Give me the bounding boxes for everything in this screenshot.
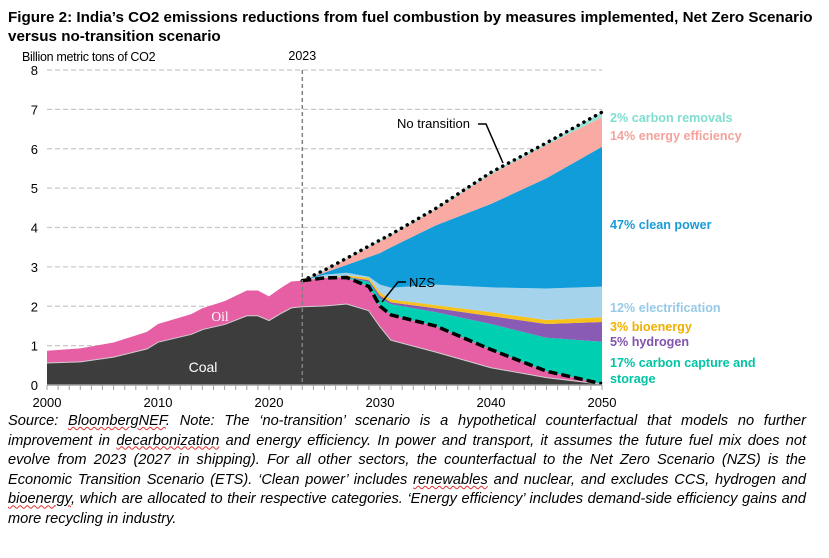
source-link[interactable]: BloombergNEF: [68, 413, 166, 429]
y-tick-label: 4: [31, 221, 38, 236]
y-tick-label: 6: [31, 142, 38, 157]
y-tick-label: 5: [31, 181, 38, 196]
source-note: Source: BloombergNEF. Note: The ‘no-tran…: [8, 412, 806, 530]
nzs-leader: [381, 281, 406, 303]
series-label: storage: [610, 372, 656, 386]
no-transition-leader: [478, 123, 504, 164]
source-prefix: Source:: [8, 413, 69, 429]
figure-title: Figure 2: India’s CO2 emissions reductio…: [8, 9, 813, 45]
x-tick-label: 2020: [255, 395, 284, 410]
series-label: 14% energy efficiency: [610, 129, 742, 143]
marker-label: 2023: [288, 49, 316, 63]
area--energy-efficiency: [302, 117, 602, 281]
note-word: decarbonization: [116, 432, 220, 449]
y-tick-label: 8: [31, 63, 38, 78]
note-word: bioenergy: [8, 491, 72, 508]
area-coal: [47, 303, 602, 385]
series-label: 47% clean power: [610, 218, 712, 232]
series-label: 2% carbon removals: [610, 111, 733, 125]
area--hydrogen: [302, 276, 602, 342]
series-label: 17% carbon capture and: [610, 356, 756, 370]
area--carbon-capture-and-storage: [302, 277, 602, 384]
series-label: 12% electrification: [610, 301, 721, 315]
nzs-label: NZS: [409, 275, 435, 290]
x-tick-label: 2050: [588, 395, 617, 410]
no-transition-line: [300, 110, 604, 283]
note-text: and energy efficiency. In power and tran…: [8, 432, 806, 488]
series-label: 3% bioenergy: [610, 320, 692, 334]
nzs-line: [302, 275, 603, 386]
y-tick-label: 3: [31, 260, 38, 275]
x-tick-label: 2000: [33, 395, 62, 410]
note-text: and nuclear, and excludes CCS, hydrogen …: [487, 471, 806, 488]
y-tick-label: 7: [31, 102, 38, 117]
y-axis-label: Billion metric tons of CO2: [22, 50, 156, 64]
note-text: , which are allocated to their respectiv…: [8, 491, 806, 527]
x-tick-label: 2030: [366, 395, 395, 410]
no-transition-label: No transition: [397, 116, 470, 131]
note-word: renewables: [413, 471, 488, 488]
area--clean-power: [302, 146, 602, 289]
series-label: 5% hydrogen: [610, 335, 689, 349]
y-tick-label: 2: [31, 299, 38, 314]
area-oil: [47, 277, 602, 384]
y-tick-label: 0: [31, 378, 38, 393]
area--bioenergy: [302, 275, 602, 324]
coal-label: Coal: [189, 359, 218, 375]
x-tick-label: 2040: [477, 395, 506, 410]
oil-label: Oil: [211, 309, 229, 324]
area--electrification: [302, 272, 602, 321]
y-tick-label: 1: [31, 339, 38, 354]
x-tick-label: 2010: [144, 395, 173, 410]
note-text: . Note: The ‘no-transition’ scenario is …: [8, 413, 806, 449]
